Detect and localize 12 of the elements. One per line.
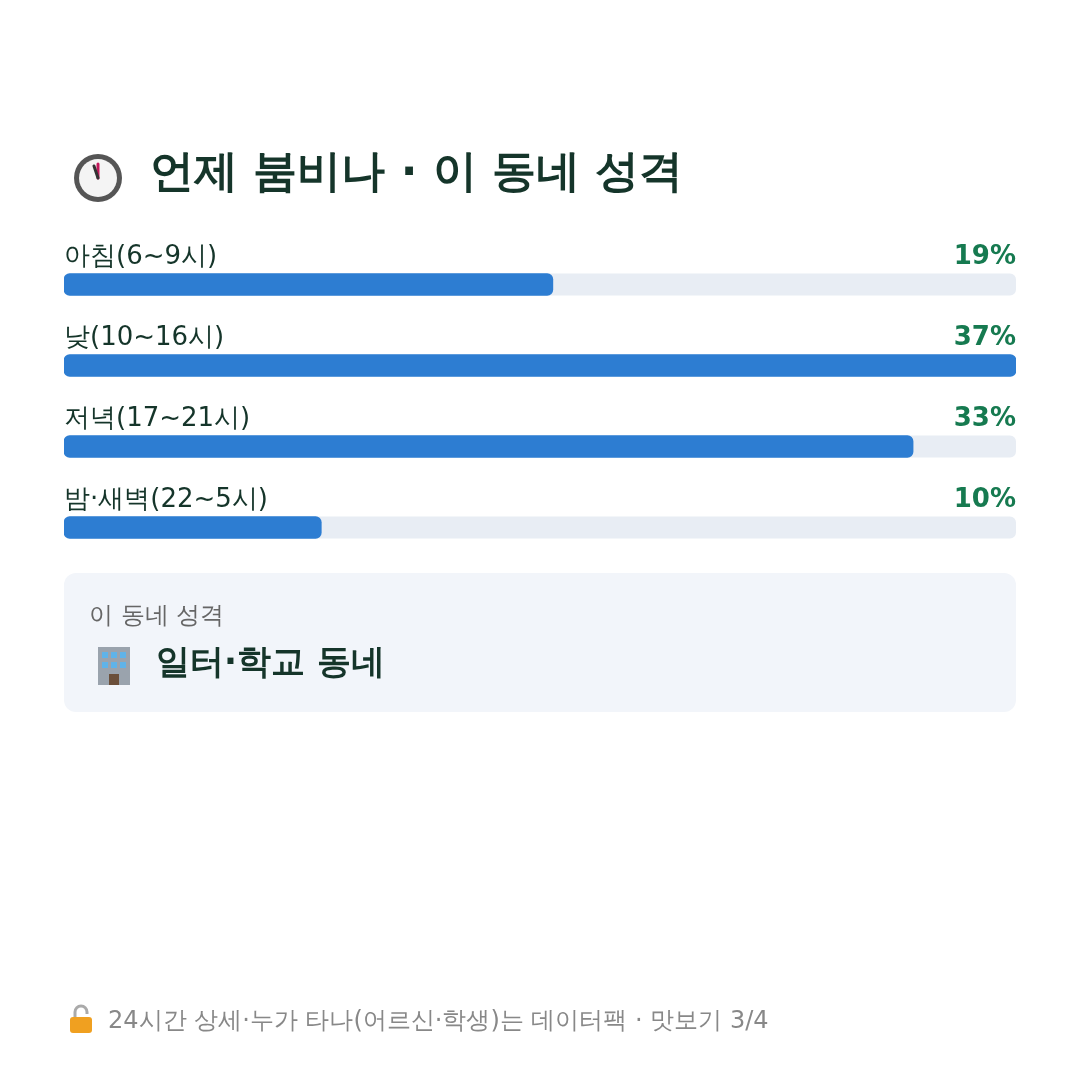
y-tick-label: 밤·새벽(22~5시)	[64, 482, 268, 513]
data-label: 19%	[953, 239, 1016, 270]
text: 일터·학교 동네	[156, 640, 385, 683]
y-tick-label: 아침(6~9시)	[64, 239, 218, 270]
data-label: 37%	[953, 320, 1016, 351]
y-tick-label: 낮(10~16시)	[64, 320, 225, 351]
text: 24시간 상세·누가 타나(어르신·학생)는 데이터팩 · 맛보기 3/4	[108, 1005, 769, 1036]
data-label: 10%	[953, 482, 1016, 513]
text: 이 동네 성격	[89, 600, 225, 631]
y-tick-label: 저녁(17~21시)	[64, 401, 251, 432]
chart-title: 언제 붐비나 · 이 동네 성격	[150, 144, 684, 198]
data-label: 33%	[953, 401, 1016, 432]
